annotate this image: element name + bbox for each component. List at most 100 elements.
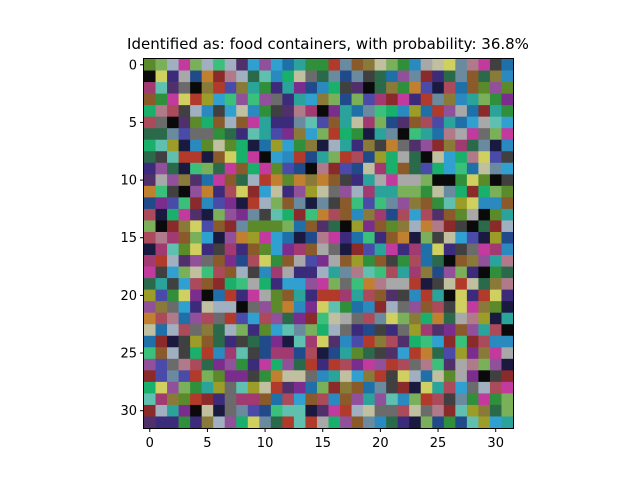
heatmap-cell (236, 197, 249, 210)
heatmap-cell (316, 185, 329, 198)
heatmap-cell (478, 312, 491, 325)
heatmap-cell (213, 347, 226, 360)
heatmap-cell (178, 174, 191, 187)
heatmap-cell (259, 324, 272, 337)
heatmap-cell (293, 116, 306, 129)
heatmap-cell (374, 278, 387, 290)
heatmap-cell (340, 82, 352, 94)
heatmap-cell (420, 324, 433, 337)
heatmap-cell (386, 255, 399, 267)
heatmap-cell (478, 335, 491, 348)
heatmap-cell (386, 162, 399, 175)
heatmap-cell (374, 185, 387, 198)
heatmap-cell (432, 347, 445, 360)
heatmap-cell (247, 347, 260, 360)
heatmap-cell (236, 393, 249, 406)
heatmap-cell (213, 416, 226, 429)
heatmap-cell (328, 381, 341, 394)
heatmap-cell (178, 393, 191, 406)
heatmap-cell (201, 162, 214, 175)
heatmap-cell (236, 139, 249, 152)
heatmap-cell (201, 231, 214, 244)
heatmap-cell (443, 105, 456, 118)
heatmap-cell (224, 358, 237, 371)
heatmap-cell (201, 243, 214, 256)
heatmap-cell (224, 289, 237, 302)
heatmap-cell (316, 197, 329, 210)
heatmap-cell (466, 370, 479, 383)
heatmap-cell (443, 139, 456, 152)
heatmap-cell (340, 358, 352, 371)
heatmap-cell (409, 289, 422, 302)
heatmap-cell (224, 231, 237, 244)
heatmap-cell (190, 231, 203, 244)
heatmap-cell (236, 174, 249, 187)
heatmap-cell (466, 82, 479, 94)
heatmap-cell (397, 208, 410, 221)
heatmap-cell (466, 139, 479, 152)
heatmap-cell (213, 208, 226, 221)
heatmap-cell (316, 278, 329, 290)
heatmap-cell (178, 301, 191, 314)
heatmap-cell (236, 105, 249, 118)
heatmap-cell (409, 128, 422, 141)
heatmap-cell (167, 220, 179, 233)
heatmap-cell (351, 220, 364, 233)
heatmap-cell (201, 266, 214, 279)
heatmap-cell (501, 139, 514, 152)
heatmap-cell (316, 105, 329, 118)
heatmap-cell (316, 82, 329, 94)
heatmap-cell (247, 197, 260, 210)
heatmap-cell (224, 151, 237, 164)
heatmap-cell (282, 335, 295, 348)
heatmap-cell (305, 266, 318, 279)
heatmap-cell (351, 370, 364, 383)
heatmap-cell (489, 278, 502, 290)
heatmap-cell (489, 416, 502, 429)
heatmap-cell (397, 381, 410, 394)
heatmap-cell (432, 93, 445, 106)
heatmap-cell (455, 185, 468, 198)
heatmap-cell (144, 255, 156, 267)
heatmap-cell (144, 335, 156, 348)
heatmap-cell (397, 301, 410, 314)
heatmap-cell (167, 162, 179, 175)
heatmap-cell (432, 139, 445, 152)
heatmap-cell (397, 335, 410, 348)
heatmap-cell (363, 82, 375, 94)
heatmap-cell (328, 347, 341, 360)
heatmap-cell (386, 185, 399, 198)
heatmap-cell (397, 139, 410, 152)
heatmap-cell (489, 220, 502, 233)
heatmap-cell (270, 370, 283, 383)
heatmap-cell (409, 370, 422, 383)
heatmap-cell (351, 139, 364, 152)
heatmap-cell (293, 208, 306, 221)
heatmap-cell (455, 301, 468, 314)
heatmap-cell (155, 358, 168, 371)
heatmap-cell (190, 243, 203, 256)
heatmap-cell (155, 174, 168, 187)
heatmap-cell (386, 404, 399, 417)
heatmap-cell (178, 381, 191, 394)
heatmap-cell (340, 404, 352, 417)
heatmap-cell (351, 162, 364, 175)
heatmap-cell (282, 162, 295, 175)
heatmap-cell (409, 416, 422, 429)
x-axis-ticks: 0 5 10 15 20 25 30 (146, 428, 504, 451)
heatmap-cell (224, 381, 237, 394)
heatmap-cell (190, 220, 203, 233)
heatmap-cell (489, 324, 502, 337)
heatmap-cell (374, 393, 387, 406)
heatmap-cell (478, 185, 491, 198)
heatmap-cells (144, 59, 514, 429)
heatmap-cell (282, 381, 295, 394)
heatmap-cell (144, 93, 156, 106)
heatmap-cell (374, 128, 387, 141)
heatmap-cell (316, 312, 329, 325)
heatmap-cell (489, 358, 502, 371)
heatmap-cell (443, 128, 456, 141)
heatmap-cell (282, 174, 295, 187)
heatmap-cell (201, 128, 214, 141)
